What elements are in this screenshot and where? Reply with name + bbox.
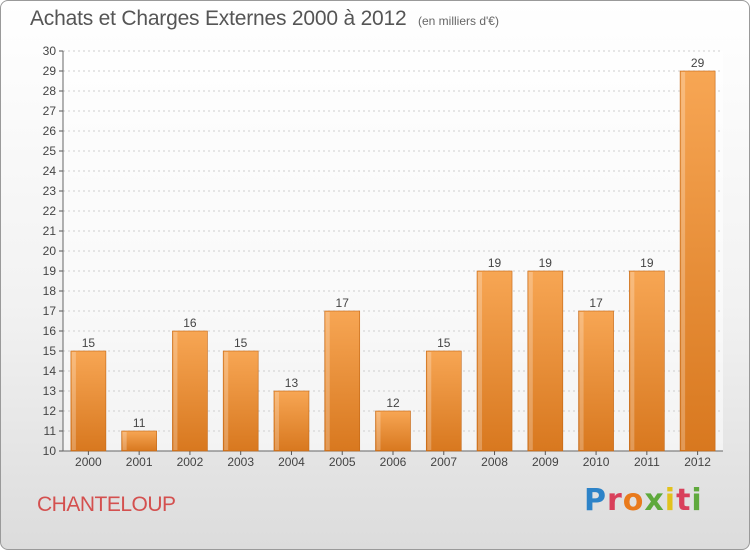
y-tick-label: 11 <box>44 424 57 438</box>
y-tick-label: 25 <box>43 144 57 158</box>
data-label: 12 <box>386 396 400 410</box>
y-tick-label: 20 <box>43 244 57 258</box>
data-label: 11 <box>133 416 146 430</box>
x-tick-label: 2007 <box>430 455 457 469</box>
logo-letter: t <box>676 483 692 518</box>
bar-highlight <box>274 392 279 450</box>
data-label: 17 <box>589 296 603 310</box>
y-tick-label: 15 <box>43 344 57 358</box>
y-tick-label: 24 <box>43 164 57 178</box>
y-tick-label: 12 <box>43 404 57 418</box>
logo-letter: o <box>622 483 645 518</box>
data-label: 15 <box>234 336 248 350</box>
y-tick-label: 16 <box>43 324 57 338</box>
bar-highlight <box>579 312 584 450</box>
bar <box>222 350 259 452</box>
x-tick-label: 2000 <box>75 455 102 469</box>
x-tick-label: 2004 <box>278 455 305 469</box>
data-label: 13 <box>285 376 299 390</box>
data-label: 16 <box>183 316 197 330</box>
logo-letter: P <box>584 483 607 518</box>
y-tick-label: 28 <box>43 84 57 98</box>
bar-highlight <box>427 352 432 450</box>
bar <box>70 350 107 452</box>
x-tick-label: 2010 <box>583 455 610 469</box>
data-label: 15 <box>437 336 451 350</box>
bar-highlight <box>122 432 127 450</box>
y-tick-label: 22 <box>43 204 57 218</box>
bar-highlight <box>71 352 76 450</box>
x-tick-label: 2006 <box>380 455 407 469</box>
bar <box>679 70 716 452</box>
bar <box>629 270 665 452</box>
y-tick-label: 18 <box>43 284 57 298</box>
bar <box>375 410 411 452</box>
commune-name: CHANTELOUP <box>37 493 176 516</box>
data-label: 15 <box>82 336 96 350</box>
bar-highlight <box>173 332 178 450</box>
data-label: 19 <box>640 256 654 270</box>
bar-highlight <box>376 412 381 450</box>
bar <box>273 390 310 452</box>
data-label: 19 <box>539 256 553 270</box>
y-tick-label: 13 <box>43 384 57 398</box>
y-tick-label: 30 <box>43 44 57 58</box>
x-tick-label: 2012 <box>684 455 711 469</box>
bar <box>324 310 361 452</box>
x-tick-label: 2001 <box>126 455 153 469</box>
labels: 10 11 12 13 14 15 16 17 18 19 20 21 22 23 24 25 26 27 28 29… <box>43 44 712 469</box>
bar-highlight <box>681 72 686 450</box>
y-tick-label: 14 <box>43 364 57 378</box>
logo-letter: r <box>607 483 623 518</box>
y-tick-label: 29 <box>43 64 57 78</box>
logo-letter: i <box>691 483 703 518</box>
grid-lines <box>63 50 723 452</box>
x-tick-label: 2003 <box>227 455 254 469</box>
y-tick-label: 17 <box>43 304 57 318</box>
bar <box>172 330 208 452</box>
y-tick-label: 19 <box>43 264 57 278</box>
bar-highlight <box>528 272 533 450</box>
y-tick-label: 27 <box>43 104 57 118</box>
y-tick-label: 10 <box>43 444 57 458</box>
logo-letter: x <box>644 483 665 518</box>
bar <box>527 270 564 452</box>
chart-title: Achats et Charges Externes 2000 à 2012 <box>30 7 407 30</box>
bar <box>476 270 513 452</box>
bars <box>70 70 716 452</box>
x-tick-label: 2005 <box>329 455 356 469</box>
bar <box>425 350 462 452</box>
data-label: 17 <box>336 296 350 310</box>
logo-letter: i <box>664 483 677 518</box>
x-tick-label: 2009 <box>532 455 559 469</box>
x-tick-label: 2011 <box>634 455 660 469</box>
y-tick-label: 23 <box>43 184 57 198</box>
x-tick-label: 2002 <box>177 455 204 469</box>
data-label: 29 <box>691 56 705 70</box>
y-tick-label: 26 <box>43 124 57 138</box>
chart-unit: (en milliers d'€) <box>418 14 499 28</box>
proxiti-logo[interactable]: Proxiti <box>584 483 703 518</box>
data-label: 19 <box>488 256 502 270</box>
bar-highlight <box>224 352 229 450</box>
y-tick-label: 21 <box>43 224 57 238</box>
bar <box>578 310 614 452</box>
bar <box>121 430 157 452</box>
x-tick-label: 2008 <box>481 455 508 469</box>
bar-highlight <box>630 272 635 450</box>
bar-highlight <box>325 312 330 450</box>
bar-highlight <box>478 272 483 450</box>
